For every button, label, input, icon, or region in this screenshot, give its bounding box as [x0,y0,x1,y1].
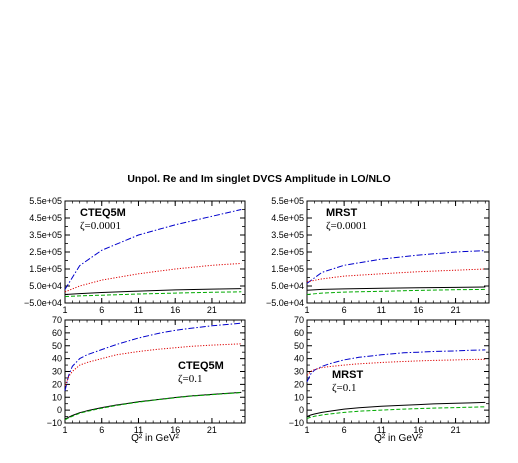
y-tick-label: 10 [294,392,304,402]
x-tick-label: 11 [134,305,143,315]
x-tick-label: 6 [99,425,104,435]
x-tick-label: 11 [377,305,386,315]
series-line [306,406,486,419]
x-tick-label: 6 [99,305,104,315]
y-tick-label: 20 [52,379,62,389]
zeta-label: ζ=0.0001 [326,220,367,232]
series-line [306,268,486,283]
series-line [64,392,242,421]
zeta-label: ζ=0.1 [178,373,203,385]
y-tick-label: 3.5e+05 [29,230,62,240]
x-axis-label: Q² in GeV² [131,433,179,444]
series-line [64,288,242,295]
y-tick-label: 5.0e+04 [271,281,304,291]
series-line [64,291,242,297]
x-tick-label: 6 [342,425,347,435]
y-tick-label: 70 [52,315,62,325]
zeta-label: ζ=0.0001 [80,220,121,232]
series-line [64,209,242,290]
y-tick-label: 0 [299,405,304,415]
series-line [64,322,242,391]
x-tick-label: 16 [413,425,423,435]
x-tick-label: 16 [413,305,423,315]
series-line [64,343,242,386]
y-tick-label: 3.5e+05 [271,230,304,240]
y-tick-label: 2.5e+05 [29,247,62,257]
y-tick-label: 70 [294,315,304,325]
y-tick-label: −5.0e+04 [24,298,62,308]
y-tick-label: 30 [294,367,304,377]
series-line [64,391,242,420]
y-tick-label: 40 [52,354,62,364]
panel-label: CTEQ5M [178,360,224,372]
y-tick-label: 1.5e+05 [29,264,62,274]
y-tick-label: −10 [47,418,62,428]
y-tick-label: 10 [52,392,62,402]
series-line [306,286,486,291]
y-tick-label: 5.5e+05 [29,196,62,206]
y-tick-label: 4.5e+05 [271,213,304,223]
x-tick-label: 21 [207,305,217,315]
y-tick-label: 1.5e+05 [271,264,304,274]
y-tick-label: 30 [52,367,62,377]
y-tick-label: 5.0e+04 [29,281,62,291]
x-tick-label: 21 [451,305,461,315]
x-tick-label: 6 [342,305,347,315]
y-tick-label: 50 [52,341,62,351]
zeta-label: ζ=0.1 [332,382,357,394]
y-tick-label: −10 [289,418,304,428]
panel-label: MRST [332,369,363,381]
panel-label: CTEQ5M [80,207,126,219]
x-axis-label: Q² in GeV² [374,433,422,444]
y-tick-label: 5.5e+05 [271,196,304,206]
series-line [306,401,486,418]
y-tick-label: 60 [294,328,304,338]
series-line [306,250,486,284]
y-tick-label: 50 [294,341,304,351]
x-tick-label: 1 [62,305,67,315]
x-tick-label: 1 [62,425,67,435]
y-tick-label: 20 [294,379,304,389]
x-tick-label: 16 [170,425,180,435]
y-tick-label: 0 [57,405,62,415]
y-tick-label: 2.5e+05 [271,247,304,257]
panel-label: MRST [326,207,357,219]
x-tick-label: 21 [207,425,217,435]
series-line [306,288,486,295]
x-tick-label: 1 [304,305,309,315]
x-tick-label: 11 [377,425,386,435]
x-tick-label: 11 [134,425,143,435]
x-tick-label: 1 [304,425,309,435]
series-line [306,349,486,383]
x-tick-label: 16 [170,305,180,315]
y-tick-label: 60 [52,328,62,338]
series-line [64,262,242,293]
y-tick-label: 40 [294,354,304,364]
figure-title: Unpol. Re and Im singlet DVCS Amplitude … [127,173,390,185]
y-tick-label: −5.0e+04 [266,298,304,308]
chart-panel: −5.0e+04 5.0e+04 1.5e+05 2.5e+05 3.5e+05 4.5e… [24,196,246,315]
y-tick-label: 4.5e+05 [29,213,62,223]
chart-panel: −5.0e+04 5.0e+04 1.5e+05 2.5e+05 3.5e+05 4.5e… [266,196,490,315]
x-tick-label: 21 [451,425,461,435]
